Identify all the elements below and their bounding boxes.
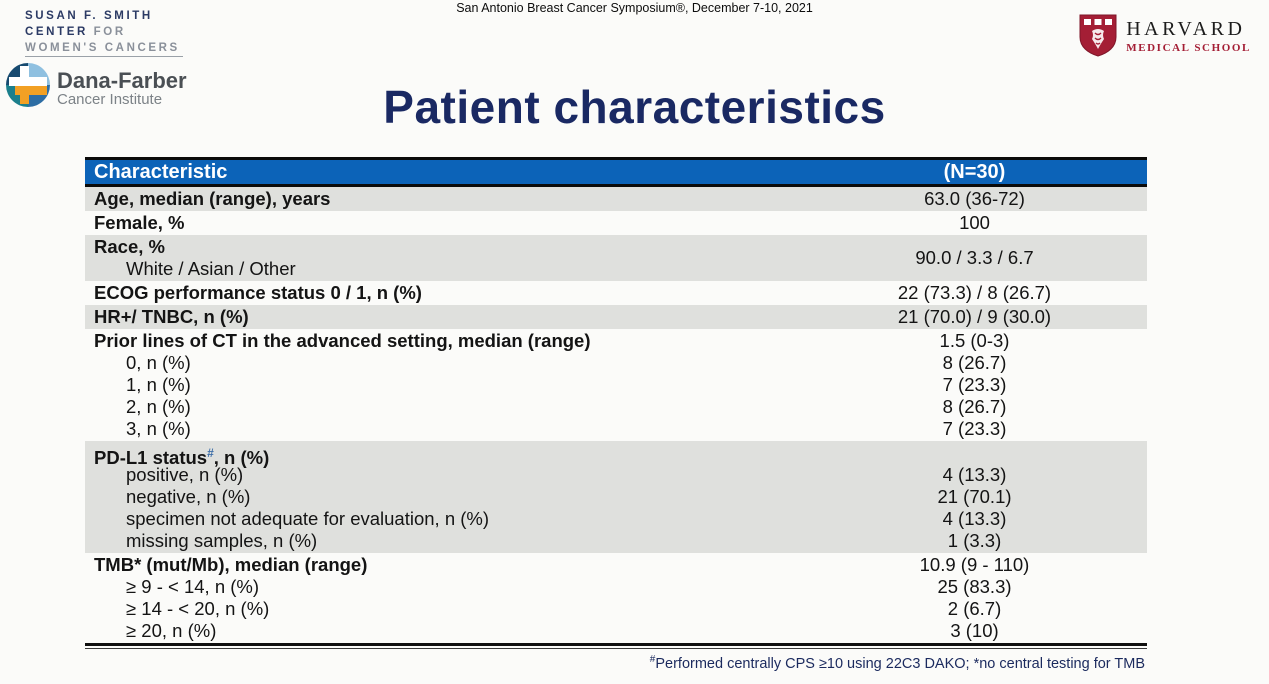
susan-smith-line1: SUSAN F. SMITH <box>25 10 153 22</box>
row-label: Prior lines of CT in the advanced settin… <box>94 330 591 351</box>
row-label-cell: Prior lines of CT in the advanced settin… <box>85 330 802 440</box>
dana-farber-name: Dana-Farber <box>57 68 187 93</box>
harvard-name: HARVARD <box>1126 18 1246 40</box>
table-header-row: Characteristic (N=30) <box>85 157 1147 187</box>
row-sublabel: 1, n (%) <box>126 374 191 395</box>
row-value-cell: 1.5 (0-3) 8 (26.7) 7 (23.3) 8 (26.7) 7 (23.3… <box>939 330 1010 439</box>
table-row: Prior lines of CT in the advanced settin… <box>85 329 1147 441</box>
harvard-logo: HARVARD MEDICAL SCHOOL <box>1078 13 1251 62</box>
table-row: Female, % 100 <box>85 211 1147 235</box>
table-header-characteristic: Characteristic <box>94 160 228 183</box>
dana-farber-logo-icon <box>5 62 51 113</box>
brand-divider <box>25 56 183 57</box>
row-value-cell: 10.9 (9 - 110) 25 (83.3) 2 (6.7) 3 (10) <box>919 554 1030 641</box>
row-sublabel: 0, n (%) <box>126 352 191 373</box>
row-label-cell: Female, % <box>85 212 802 234</box>
row-sublabel: ≥ 9 - < 14, n (%) <box>126 576 260 597</box>
row-value-cell: 22 (73.3) / 8 (26.7) <box>897 282 1052 303</box>
row-label-cell: PD-L1 status#, n (%) positive, n (%) negat… <box>85 442 802 552</box>
row-value-cell: 21 (70.0) / 9 (30.0) <box>897 306 1052 327</box>
row-sublabel: specimen not adequate for evaluation, n … <box>126 508 490 529</box>
table-row: TMB* (mut/Mb), median (range) ≥ 9 - < 14,… <box>85 553 1147 643</box>
table-row: HR+/ TNBC, n (%) 21 (70.0) / 9 (30.0) <box>85 305 1147 329</box>
row-label-cell: Age, median (range), years <box>85 188 802 210</box>
susan-smith-center-logo: SUSAN F. SMITH CENTER FOR WOMEN'S CANCER… <box>25 8 180 56</box>
row-sublabel: missing samples, n (%) <box>126 530 318 551</box>
row-sublabel: ≥ 20, n (%) <box>126 620 217 641</box>
table-row: PD-L1 status#, n (%) positive, n (%) negat… <box>85 441 1147 553</box>
susan-smith-line2: CENTER FOR <box>25 26 126 38</box>
table-row: ECOG performance status 0 / 1, n (%) 22 (… <box>85 281 1147 305</box>
dana-farber-wordmark: Dana-Farber Cancer Institute <box>57 69 187 108</box>
table-row: Race, % White / Asian / Other 90.0 / 3.3 /… <box>85 235 1147 281</box>
row-label: PD-L1 status#, n (%) <box>94 446 270 469</box>
susan-smith-line3: WOMEN'S CANCERS <box>25 42 180 54</box>
footnote: #Performed centrally CPS ≥10 using 22C3 … <box>85 654 1147 672</box>
row-label: TMB* (mut/Mb), median (range) <box>94 554 368 575</box>
row-label: Age, median (range), years <box>94 188 331 209</box>
row-label: Race, % <box>94 236 165 257</box>
table-header-n: (N=30) <box>943 160 1006 183</box>
row-label: HR+/ TNBC, n (%) <box>94 306 249 327</box>
row-label-cell: HR+/ TNBC, n (%) <box>85 306 802 328</box>
row-sublabel: 3, n (%) <box>126 418 191 439</box>
row-label: Female, % <box>94 212 185 233</box>
page-title: Patient characteristics <box>383 81 886 133</box>
characteristics-table-body: Age, median (range), years 63.0 (36-72) Fe… <box>85 187 1147 643</box>
row-sublabel: positive, n (%) <box>126 464 244 485</box>
row-value-cell: 100 <box>959 212 990 233</box>
row-sublabel: White / Asian / Other <box>126 258 296 279</box>
harvard-subtitle: MEDICAL SCHOOL <box>1126 42 1251 54</box>
row-label: ECOG performance status 0 / 1, n (%) <box>94 282 422 303</box>
row-label-cell: TMB* (mut/Mb), median (range) ≥ 9 - < 14,… <box>85 554 802 642</box>
row-label-cell: Race, % White / Asian / Other <box>85 236 802 280</box>
dana-farber-subtitle: Cancer Institute <box>57 91 163 109</box>
row-value-cell: 4 (13.3) 21 (70.1) 4 (13.3) 1 (3.3) <box>937 464 1012 551</box>
row-value-cell: 63.0 (36-72) <box>924 188 1025 209</box>
footnote-sup: # <box>649 654 656 665</box>
harvard-shield-icon <box>1078 13 1118 62</box>
row-value-cell: 90.0 / 3.3 / 6.7 <box>915 247 1034 268</box>
patient-characteristics-table: Characteristic (N=30) Age, median (range… <box>85 157 1147 672</box>
row-sublabel: ≥ 14 - < 20, n (%) <box>126 598 270 619</box>
row-label-cell: ECOG performance status 0 / 1, n (%) <box>85 282 802 304</box>
footnote-text: Performed centrally CPS ≥10 using 22C3 D… <box>655 655 1145 672</box>
table-bottom-rule <box>85 643 1147 649</box>
row-sublabel: negative, n (%) <box>126 486 251 507</box>
table-row: Age, median (range), years 63.0 (36-72) <box>85 187 1147 211</box>
symposium-header: San Antonio Breast Cancer Symposium®, De… <box>456 1 813 15</box>
row-sublabel: 2, n (%) <box>126 396 191 417</box>
